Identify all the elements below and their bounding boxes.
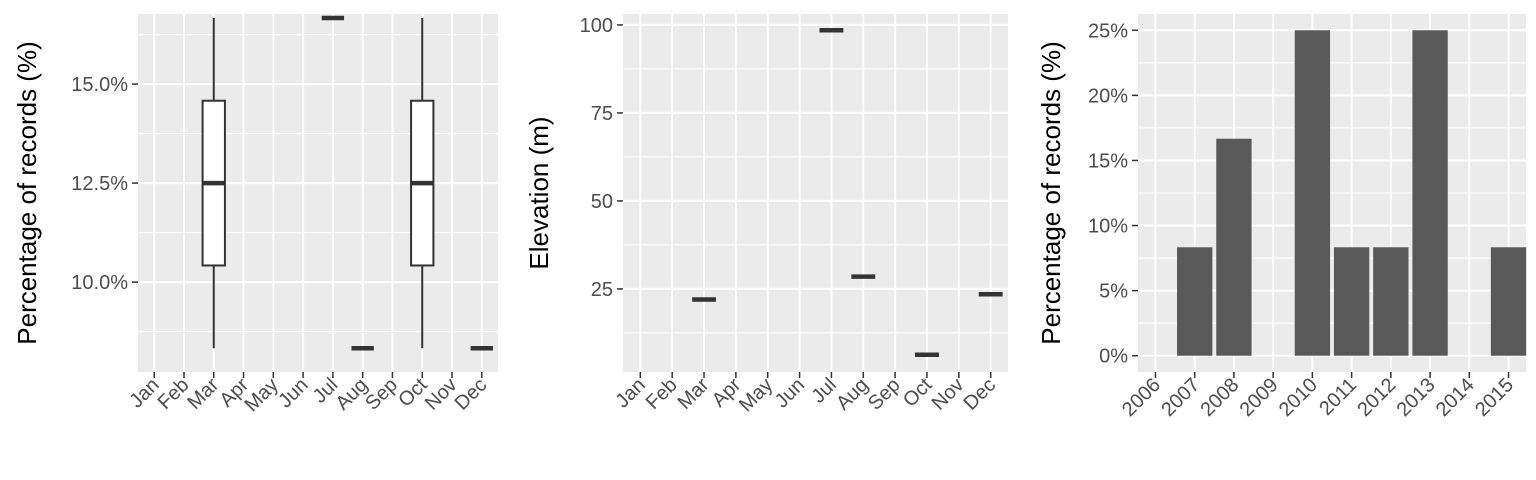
- y-tick-label: 50: [591, 191, 613, 213]
- y-axis-title: Percentage of records (%): [12, 41, 42, 344]
- bar-2007: [1177, 247, 1213, 356]
- panel-monthly-percentage: 10.0%12.5%15.0%JanFebMarAprMayJunJulAugS…: [12, 14, 498, 416]
- x-tick-label: Nov: [928, 374, 969, 415]
- y-tick-label: 75: [591, 103, 613, 125]
- y-axis-title: Percentage of records (%): [1036, 41, 1066, 344]
- bar-2008: [1216, 138, 1252, 356]
- plot-background: [623, 14, 1008, 372]
- x-tick-label: Sep: [864, 374, 905, 415]
- bar-2012: [1373, 247, 1409, 356]
- x-tick-label: May: [735, 374, 777, 416]
- x-tick-label: Mar: [674, 374, 714, 414]
- box-oct: [410, 17, 435, 349]
- x-tick-label: 2013: [1393, 374, 1440, 421]
- x-tick-label: 2008: [1196, 374, 1243, 421]
- y-tick-label: 10.0%: [71, 272, 128, 294]
- bar-2011: [1333, 247, 1370, 356]
- y-axis-title: Elevation (m): [524, 116, 554, 269]
- x-tick-label: Oct: [899, 374, 937, 412]
- panel-yearly-percentage: 0% 5% 10% 15% 20% 25% 200620072008200920102011…: [1036, 14, 1527, 421]
- x-tick-label: 2006: [1118, 374, 1165, 421]
- y-tick-label: 100: [580, 15, 613, 37]
- y-tick-label: 12.5%: [71, 173, 128, 195]
- x-tick-label: 2014: [1432, 374, 1479, 421]
- plot-background: [138, 14, 498, 372]
- y-tick-label: 25: [591, 279, 613, 301]
- x-tick-label: 2015: [1471, 374, 1518, 421]
- bar-2015: [1490, 247, 1527, 356]
- x-tick-label: Dec: [451, 374, 492, 415]
- x-tick-label: Dec: [959, 374, 1000, 415]
- x-tick-label: 2011: [1315, 374, 1361, 420]
- y-tick-label: 0%: [1099, 346, 1128, 368]
- x-tick-label: Aug: [832, 374, 873, 415]
- x-tick-label: Jan: [612, 374, 650, 412]
- box-mar: [201, 17, 226, 349]
- y-tick-label: 5%: [1099, 281, 1128, 303]
- y-tick-label: 15.0%: [71, 74, 128, 96]
- bar-2013: [1412, 30, 1448, 356]
- bar-2010: [1294, 30, 1331, 356]
- x-tick-label: 2010: [1275, 374, 1322, 421]
- x-tick-label: Feb: [642, 374, 682, 414]
- x-tick-label: Jun: [274, 374, 312, 412]
- x-tick-label: 2012: [1353, 374, 1400, 421]
- x-tick-label: 2009: [1236, 374, 1283, 421]
- y-tick-label: 25%: [1088, 20, 1128, 42]
- x-tick-label: 2007: [1157, 374, 1204, 421]
- y-tick-label: 10%: [1088, 216, 1128, 238]
- panel-monthly-elevation: 255075100JanFebMarAprMayJunJulAugSepOctN…: [524, 14, 1008, 416]
- y-tick-label: 20%: [1088, 85, 1128, 107]
- x-tick-label: Jun: [771, 374, 809, 412]
- y-tick-label: 15%: [1088, 150, 1128, 172]
